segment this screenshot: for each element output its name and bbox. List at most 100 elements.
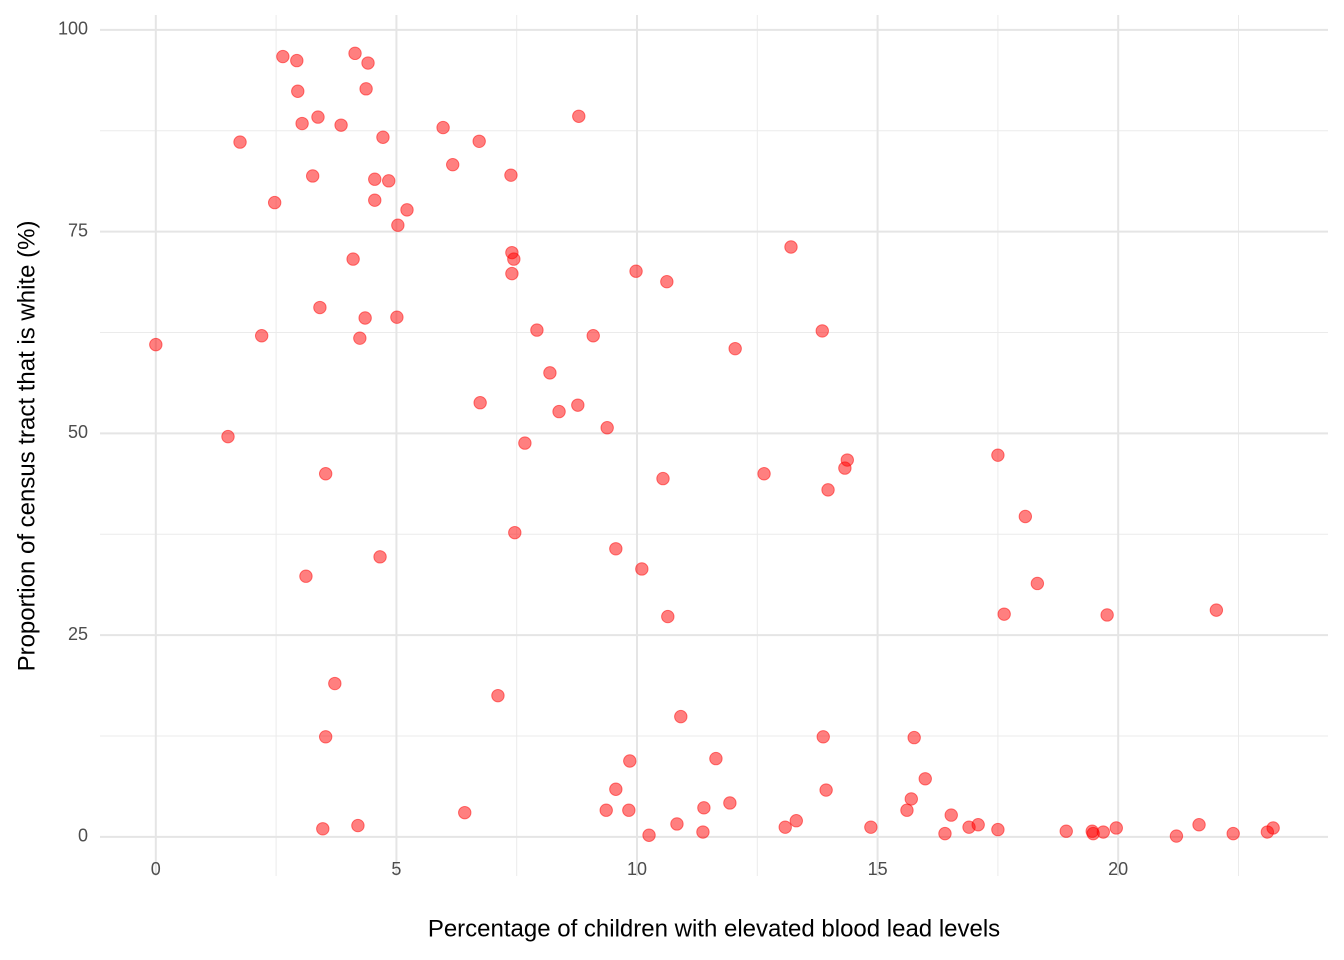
point xyxy=(305,169,320,183)
point xyxy=(938,826,952,841)
point xyxy=(600,421,614,435)
point xyxy=(290,53,304,68)
point xyxy=(508,525,522,540)
point xyxy=(295,116,309,131)
point xyxy=(778,820,792,834)
point xyxy=(291,84,305,98)
point xyxy=(997,607,1011,621)
point xyxy=(353,331,367,345)
point xyxy=(656,471,670,486)
point xyxy=(368,172,382,186)
point xyxy=(311,110,325,124)
point xyxy=(348,46,362,61)
point xyxy=(382,174,396,188)
point xyxy=(1226,826,1240,841)
point xyxy=(530,323,544,337)
point xyxy=(233,135,247,149)
point xyxy=(507,252,521,266)
point xyxy=(816,730,830,744)
point xyxy=(623,754,637,768)
point xyxy=(723,796,737,810)
x-axis-title: Percentage of children with elevated blo… xyxy=(428,915,1000,942)
y-tick-label: 100 xyxy=(58,19,88,39)
x-tick-label: 15 xyxy=(868,859,888,879)
point xyxy=(674,709,688,724)
point xyxy=(660,274,674,289)
point xyxy=(864,820,878,834)
point xyxy=(358,311,372,325)
point xyxy=(944,808,958,822)
point xyxy=(586,329,600,343)
point xyxy=(149,337,163,352)
point xyxy=(819,783,833,797)
point xyxy=(709,751,723,766)
point xyxy=(622,803,636,817)
point xyxy=(267,195,282,210)
y-tick-label: 0 xyxy=(78,826,88,846)
point xyxy=(609,782,623,796)
point xyxy=(472,134,486,148)
point xyxy=(504,168,518,182)
point xyxy=(446,157,460,172)
y-tick-label: 50 xyxy=(68,422,88,442)
x-tick-label: 10 xyxy=(627,859,647,879)
point xyxy=(635,562,649,576)
point xyxy=(971,818,985,832)
point xyxy=(900,803,914,817)
point xyxy=(1192,818,1206,832)
point xyxy=(543,366,557,380)
point xyxy=(670,817,684,831)
point xyxy=(918,772,932,786)
point xyxy=(505,266,519,281)
point xyxy=(907,730,921,745)
point xyxy=(1018,509,1033,524)
y-tick-label: 25 xyxy=(68,624,88,644)
point xyxy=(313,300,327,315)
point xyxy=(491,688,505,703)
point xyxy=(697,801,711,815)
point xyxy=(346,252,360,266)
point xyxy=(789,814,803,828)
point xyxy=(473,396,487,410)
point xyxy=(318,730,333,744)
point xyxy=(436,120,450,135)
point xyxy=(1266,821,1280,835)
point xyxy=(609,542,623,556)
point xyxy=(1096,825,1110,839)
point xyxy=(815,324,829,338)
x-tick-label: 0 xyxy=(151,859,161,879)
point xyxy=(334,118,348,132)
point xyxy=(518,436,532,450)
point xyxy=(359,82,373,96)
point xyxy=(299,569,313,583)
point xyxy=(784,240,798,254)
point xyxy=(376,130,390,144)
point xyxy=(757,467,771,481)
point xyxy=(821,483,835,497)
point xyxy=(373,550,387,564)
point xyxy=(390,310,404,324)
point xyxy=(1109,821,1123,835)
point xyxy=(629,264,643,278)
point xyxy=(599,803,613,817)
point xyxy=(572,109,586,123)
point xyxy=(728,341,742,356)
point xyxy=(1169,829,1184,843)
point xyxy=(571,398,585,412)
point xyxy=(1209,603,1224,617)
point xyxy=(1100,608,1114,622)
x-tick-label: 20 xyxy=(1108,859,1128,879)
point xyxy=(391,218,405,232)
point xyxy=(328,676,342,691)
point xyxy=(400,203,414,217)
grid xyxy=(100,15,1328,876)
point xyxy=(458,805,472,820)
point xyxy=(221,429,235,444)
y-tick-label: 75 xyxy=(68,220,88,240)
point xyxy=(991,448,1005,462)
point xyxy=(1059,824,1073,838)
point xyxy=(661,609,675,624)
point xyxy=(318,467,333,481)
y-axis-title: Proportion of census tract that is white… xyxy=(13,221,40,672)
